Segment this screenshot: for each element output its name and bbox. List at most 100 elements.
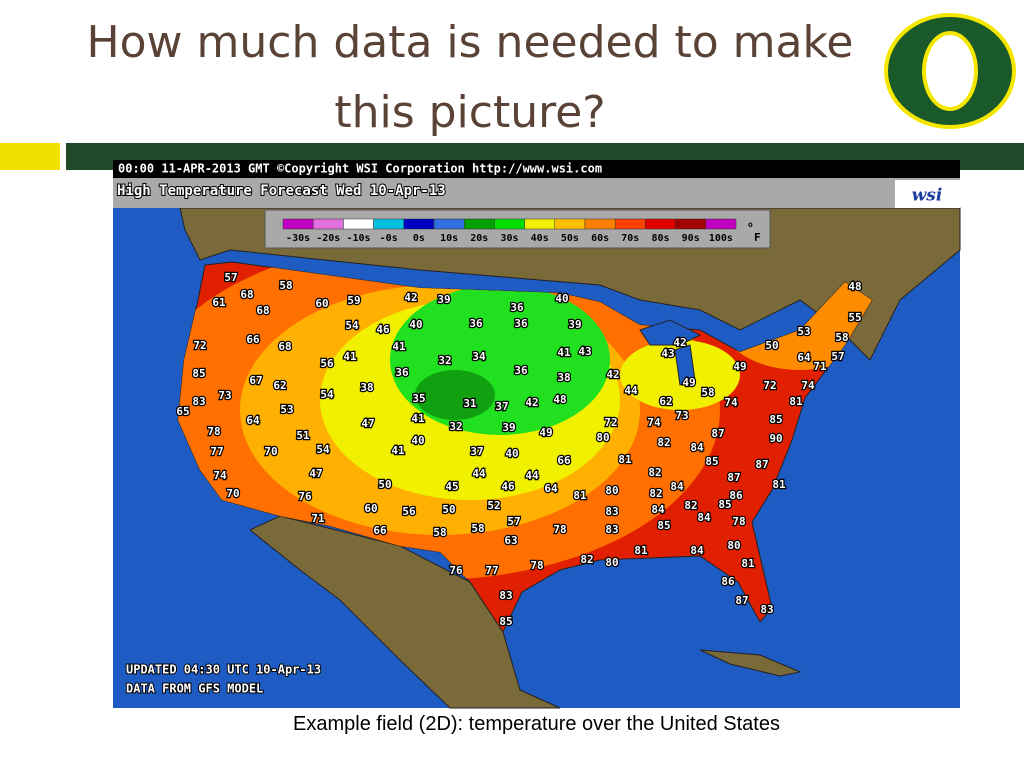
- temperature-label: 87: [755, 458, 768, 471]
- temperature-label: 54: [320, 388, 334, 401]
- temperature-label: 53: [280, 403, 293, 416]
- legend-label: 0s: [413, 233, 425, 244]
- temperature-label: 70: [264, 445, 277, 458]
- temperature-label: 82: [684, 499, 697, 512]
- temperature-label: 36: [469, 317, 483, 330]
- temperature-label: 41: [392, 340, 406, 353]
- temperature-label: 41: [557, 346, 571, 359]
- temperature-label: 80: [596, 431, 609, 444]
- temperature-label: 78: [207, 425, 220, 438]
- temperature-label: 32: [449, 420, 462, 433]
- temperature-label: 66: [557, 454, 571, 467]
- legend: -30s -20s -10s -0s 0s 10s 20s 30s 40s 50s 60s 70s 80…: [282, 218, 761, 244]
- temperature-label: 36: [514, 317, 528, 330]
- legend-label: 10s: [440, 233, 458, 244]
- temperature-label: 47: [361, 417, 374, 430]
- temperature-label: 72: [193, 339, 206, 352]
- legend-unit: F: [754, 231, 761, 244]
- temperature-label: 74: [724, 396, 738, 409]
- temperature-label: 48: [553, 393, 566, 406]
- temperature-label: 60: [364, 502, 377, 515]
- temperature-label: 66: [246, 333, 260, 346]
- temperature-label: 85: [718, 498, 731, 511]
- temperature-label: 50: [442, 503, 455, 516]
- temperature-label: 85: [769, 413, 782, 426]
- legend-swatch: [343, 218, 374, 230]
- temperature-label: 64: [797, 351, 811, 364]
- temperature-label: 52: [487, 499, 500, 512]
- temperature-label: 42: [525, 396, 538, 409]
- legend-swatch: [614, 218, 646, 230]
- temperature-label: 83: [192, 395, 205, 408]
- temperature-label: 41: [343, 350, 357, 363]
- temperature-label: 59: [347, 294, 360, 307]
- temperature-label: 81: [789, 395, 803, 408]
- temperature-label: 78: [530, 559, 543, 572]
- temperature-label: 45: [445, 480, 458, 493]
- temperature-label: 40: [555, 292, 568, 305]
- map-subheader: High Temperature Forecast Wed 10-Apr-13: [117, 183, 446, 199]
- legend-swatch: [584, 218, 616, 230]
- legend-label: -0s: [380, 233, 398, 244]
- temperature-label: 73: [218, 389, 231, 402]
- slide-title: How much data is needed to make this pic…: [86, 17, 854, 138]
- temperature-label: 55: [848, 311, 861, 324]
- temperature-label: 62: [273, 379, 286, 392]
- temperature-label: 44: [472, 467, 486, 480]
- temperature-label: 49: [682, 376, 695, 389]
- accent-bar: [0, 143, 60, 170]
- temperature-label: 39: [502, 421, 515, 434]
- temperature-label: 83: [760, 603, 773, 616]
- cuba: [699, 649, 802, 677]
- temperature-label: 42: [606, 368, 619, 381]
- temperature-label: 37: [470, 445, 483, 458]
- temperature-label: 82: [657, 436, 670, 449]
- temperature-label: 38: [360, 381, 373, 394]
- temperature-label: 76: [298, 490, 312, 503]
- temperature-label: 38: [557, 371, 570, 384]
- footer-line: UPDATED 04:30 UTC 10-Apr-13: [126, 663, 321, 677]
- temperature-labels: 57 58 68 61 68 60 59 42 39 36 40 48 55 54 46 40 36 36 39 53…: [175, 270, 863, 630]
- legend-label: 20s: [470, 233, 488, 244]
- map-subheader-bar: [113, 178, 960, 208]
- temperature-label: 77: [485, 564, 498, 577]
- legend-swatch: [282, 218, 314, 230]
- temperature-label: 74: [647, 416, 661, 429]
- temperature-label: 40: [505, 447, 518, 460]
- temperature-label: 62: [659, 395, 672, 408]
- temperature-label: 35: [412, 392, 425, 405]
- temperature-label: 51: [296, 429, 310, 442]
- temperature-label: 40: [411, 434, 424, 447]
- temperature-label: 85: [499, 615, 512, 628]
- temperature-label: 50: [378, 478, 391, 491]
- legend-swatch: [675, 218, 707, 230]
- temperature-label: 90: [769, 432, 782, 445]
- temperature-label: 31: [463, 397, 477, 410]
- temperature-label: 54: [316, 443, 330, 456]
- legend-label: 50s: [561, 233, 579, 244]
- temperature-label: 44: [525, 469, 539, 482]
- temperature-label: 37: [495, 400, 508, 413]
- legend-swatch: [705, 218, 737, 230]
- legend-swatch: [554, 218, 586, 230]
- temperature-label: 41: [391, 444, 405, 457]
- temperature-label: 32: [438, 354, 451, 367]
- temperature-label: 84: [690, 441, 704, 454]
- logo-inner: [926, 35, 974, 107]
- lake-michigan: [674, 344, 696, 386]
- temperature-label: 84: [670, 480, 684, 493]
- temperature-label: 47: [309, 467, 322, 480]
- map-header-bar: [113, 160, 960, 178]
- temperature-label: 64: [246, 414, 260, 427]
- temperature-label: 57: [831, 350, 844, 363]
- temperature-label: 80: [605, 484, 618, 497]
- legend-swatch: [524, 218, 556, 230]
- temperature-label: 36: [395, 366, 409, 379]
- legend-label: 40s: [531, 233, 549, 244]
- legend-label: 30s: [500, 233, 518, 244]
- temperature-label: 77: [210, 445, 223, 458]
- wsi-logo-box: [895, 180, 960, 208]
- temperature-label: 82: [648, 466, 661, 479]
- temperature-label: 56: [320, 357, 334, 370]
